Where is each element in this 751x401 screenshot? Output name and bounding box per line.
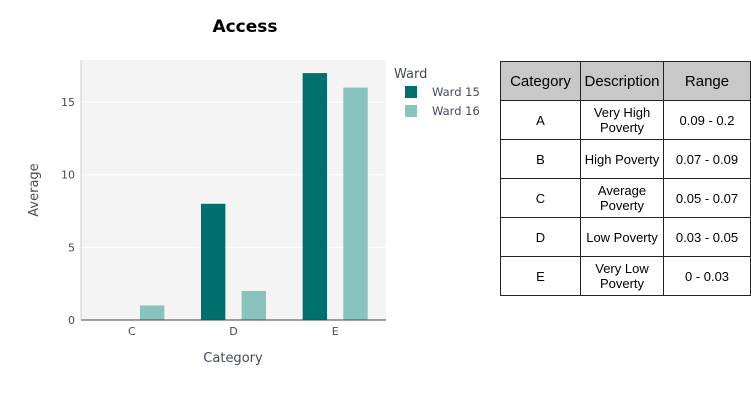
table-row: D Low Poverty 0.03 - 0.05	[500, 217, 751, 257]
bar[interactable]	[241, 290, 267, 320]
table-header-description: Description	[580, 61, 664, 101]
y-tick-labels: 0 5 10 15	[61, 96, 75, 327]
bar[interactable]	[200, 203, 226, 320]
x-tick-label: D	[229, 325, 237, 338]
bar[interactable]	[302, 73, 328, 320]
grid-lines	[81, 101, 386, 248]
table-cell-range: 0.03 - 0.05	[663, 217, 751, 257]
table-header-category: Category	[500, 61, 581, 101]
y-axis-title: Average	[27, 163, 42, 216]
table-cell-description: Very High Poverty	[580, 100, 664, 140]
y-tick-label: 15	[61, 96, 75, 109]
table-cell-category: C	[500, 178, 581, 218]
table-row: E Very Low Poverty 0 - 0.03	[500, 256, 751, 296]
legend-label[interactable]: Ward 16	[432, 104, 480, 118]
table-cell-description: High Poverty	[580, 139, 664, 179]
x-tick-label: C	[128, 325, 136, 338]
y-tick-label: 10	[61, 169, 75, 182]
plot-background	[81, 60, 386, 320]
table-cell-category: D	[500, 217, 581, 257]
table-cell-category: A	[500, 100, 581, 140]
table-row: B High Poverty 0.07 - 0.09	[500, 139, 751, 179]
bar[interactable]	[139, 305, 165, 320]
legend[interactable]: Ward Ward 15 Ward 16	[394, 67, 480, 118]
x-tick-labels: C D E	[128, 325, 339, 338]
legend-swatch[interactable]	[405, 86, 417, 98]
table-cell-range: 0 - 0.03	[663, 256, 751, 296]
x-axis-title: Category	[203, 351, 263, 366]
legend-title: Ward	[394, 67, 427, 82]
poverty-category-table: Category Description Range A Very High P…	[500, 61, 751, 296]
table-cell-description: Low Poverty	[580, 217, 664, 257]
table-cell-category: E	[500, 256, 581, 296]
table-row: C Average Poverty 0.05 - 0.07	[500, 178, 751, 218]
table-cell-description: Average Poverty	[580, 178, 664, 218]
table-header-range: Range	[663, 61, 751, 101]
x-tick-label: E	[332, 325, 339, 338]
y-tick-label: 5	[68, 241, 75, 254]
table-cell-range: 0.09 - 0.2	[663, 100, 751, 140]
table-row: A Very High Poverty 0.09 - 0.2	[500, 100, 751, 140]
legend-swatch[interactable]	[405, 105, 417, 117]
table-cell-range: 0.07 - 0.09	[663, 139, 751, 179]
table-cell-category: B	[500, 139, 581, 179]
chart-title: Access	[212, 17, 277, 37]
bars	[139, 73, 368, 320]
table-header-row: Category Description Range	[500, 61, 751, 101]
bar[interactable]	[343, 87, 368, 320]
legend-label[interactable]: Ward 15	[432, 85, 480, 99]
table-cell-description: Very Low Poverty	[580, 256, 664, 296]
table-cell-range: 0.05 - 0.07	[663, 178, 751, 218]
y-tick-label: 0	[68, 314, 75, 327]
